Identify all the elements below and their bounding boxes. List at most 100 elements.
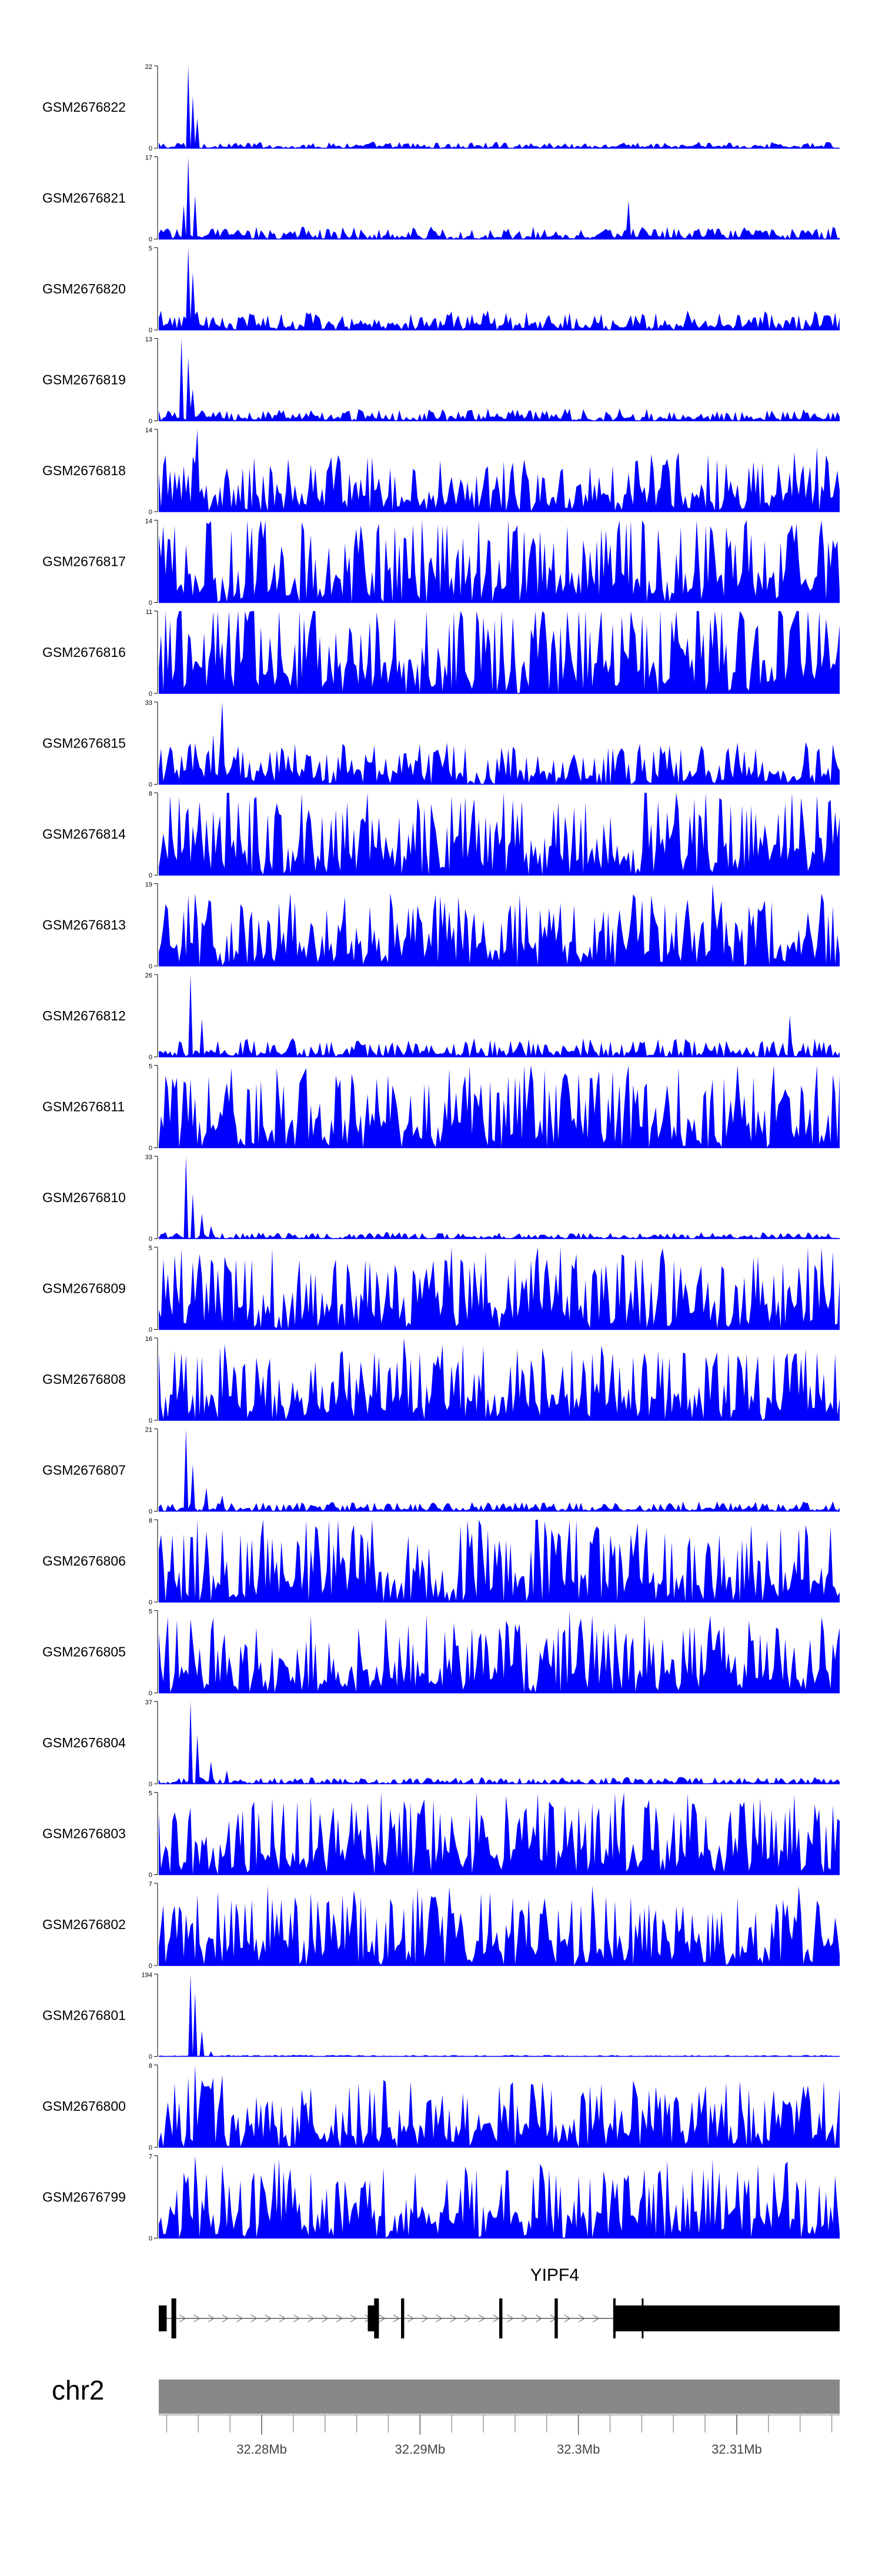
chromosome-label: chr2 xyxy=(52,2375,104,2405)
coverage-area xyxy=(159,793,840,875)
exon xyxy=(554,2298,558,2338)
track-label: GSM2676800 xyxy=(42,2098,126,2114)
track-label: GSM2676805 xyxy=(42,1644,126,1660)
track: GSM2676819 13 0 xyxy=(42,336,840,425)
coverage-area xyxy=(159,1886,840,1966)
track: GSM2676822 22 0 xyxy=(42,64,840,152)
track-label: GSM2676819 xyxy=(42,372,126,388)
y-max-label: 14 xyxy=(145,427,152,434)
strand-arrow xyxy=(236,2314,243,2323)
y-min-label: 0 xyxy=(149,1327,152,1334)
track: GSM2676811 5 0 xyxy=(42,1063,840,1152)
track-label: GSM2676815 xyxy=(42,736,126,751)
strand-arrow xyxy=(350,2314,358,2323)
utr-block xyxy=(613,2305,840,2331)
coverage-area xyxy=(159,611,840,693)
y-max-label: 194 xyxy=(142,1972,152,1979)
coverage-area xyxy=(159,702,840,785)
strand-arrow xyxy=(464,2314,472,2323)
y-max-label: 17 xyxy=(145,155,152,162)
strand-arrow xyxy=(336,2314,343,2323)
track: GSM2676813 19 0 xyxy=(42,882,840,970)
track: GSM2676802 7 0 xyxy=(42,1881,840,1970)
coverage-area xyxy=(159,429,840,512)
track: GSM2676820 5 0 xyxy=(42,245,840,334)
y-min-label: 0 xyxy=(149,1417,152,1424)
exon xyxy=(499,2298,503,2338)
y-max-label: 5 xyxy=(149,1063,152,1070)
y-min-label: 0 xyxy=(149,1145,152,1152)
y-min-label: 0 xyxy=(149,236,152,243)
track-label: GSM2676809 xyxy=(42,1281,126,1296)
y-min-label: 0 xyxy=(149,145,152,152)
strand-arrow xyxy=(422,2314,429,2323)
y-min-label: 0 xyxy=(149,963,152,970)
coverage-area xyxy=(159,1701,840,1784)
strand-arrow xyxy=(379,2314,386,2323)
strand-arrow xyxy=(222,2314,229,2323)
strand-arrow xyxy=(536,2314,543,2323)
y-max-label: 5 xyxy=(149,1245,152,1252)
track-label: GSM2676803 xyxy=(42,1826,126,1841)
y-min-label: 0 xyxy=(149,1236,152,1243)
exon xyxy=(642,2298,644,2338)
track-label: GSM2676810 xyxy=(42,1190,126,1205)
track: GSM2676812 26 0 xyxy=(42,972,840,1061)
y-max-label: 21 xyxy=(145,1427,152,1434)
strand-arrow xyxy=(578,2314,586,2323)
y-max-label: 16 xyxy=(145,1336,152,1343)
x-tick-label: 32.31Mb xyxy=(711,2442,762,2457)
track: GSM2676821 17 0 xyxy=(42,155,840,243)
y-max-label: 14 xyxy=(145,518,152,525)
coverage-area xyxy=(159,1792,840,1875)
strand-arrow xyxy=(208,2314,215,2323)
track-label: GSM2676813 xyxy=(42,917,126,933)
track-label: GSM2676821 xyxy=(42,191,126,206)
y-max-label: 22 xyxy=(145,64,152,71)
y-max-label: 11 xyxy=(146,609,152,616)
coverage-tracks: GSM2676822220GSM2676821170GSM267682050GS… xyxy=(42,64,840,2243)
y-max-label: 7 xyxy=(149,1881,152,1888)
strand-arrow xyxy=(436,2314,443,2323)
strand-arrow xyxy=(493,2314,500,2323)
track: GSM2676810 33 0 xyxy=(42,1154,840,1243)
coverage-area xyxy=(159,1247,840,1330)
y-min-label: 0 xyxy=(149,2054,152,2061)
track-label: GSM2676804 xyxy=(42,1735,126,1750)
strand-arrow xyxy=(308,2314,315,2323)
track: GSM2676804 37 0 xyxy=(42,1699,840,1788)
chromosome-axis: chr2 32.28Mb 32.29Mb 32.3Mb 32.31Mb xyxy=(52,2375,840,2457)
track-label: GSM2676802 xyxy=(42,1917,126,1932)
track: GSM2676818 14 0 xyxy=(42,427,840,516)
track: GSM2676799 7 0 xyxy=(42,2154,840,2243)
coverage-area xyxy=(159,66,840,148)
track: GSM2676817 14 0 xyxy=(42,518,840,607)
y-max-label: 8 xyxy=(149,1517,152,1524)
x-tick-label: 32.29Mb xyxy=(395,2442,446,2457)
coverage-area xyxy=(159,1338,840,1420)
track-label: GSM2676817 xyxy=(42,554,126,569)
coverage-area xyxy=(159,248,840,330)
coverage-area xyxy=(159,520,840,603)
track-label: GSM2676814 xyxy=(42,826,126,842)
gene-name: YIPF4 xyxy=(530,2265,579,2285)
track: GSM2676800 8 0 xyxy=(42,2063,840,2151)
track: GSM2676806 8 0 xyxy=(42,1517,840,1606)
y-min-label: 0 xyxy=(149,1872,152,1879)
strand-arrow xyxy=(592,2314,600,2323)
y-min-label: 0 xyxy=(149,600,152,607)
y-max-label: 5 xyxy=(149,1790,152,1797)
coverage-area xyxy=(159,1156,840,1239)
y-min-label: 0 xyxy=(149,690,152,698)
y-max-label: 5 xyxy=(149,245,152,252)
track-label: GSM2676806 xyxy=(42,1553,126,1569)
strand-arrow xyxy=(507,2314,514,2323)
coverage-area xyxy=(159,1610,840,1693)
track-label: GSM2676816 xyxy=(42,645,126,660)
track: GSM2676816 11 0 xyxy=(42,609,840,698)
y-max-label: 19 xyxy=(145,882,152,889)
exon xyxy=(171,2298,176,2338)
exon xyxy=(613,2298,616,2338)
y-min-label: 0 xyxy=(149,782,152,789)
y-min-label: 0 xyxy=(149,1509,152,1516)
